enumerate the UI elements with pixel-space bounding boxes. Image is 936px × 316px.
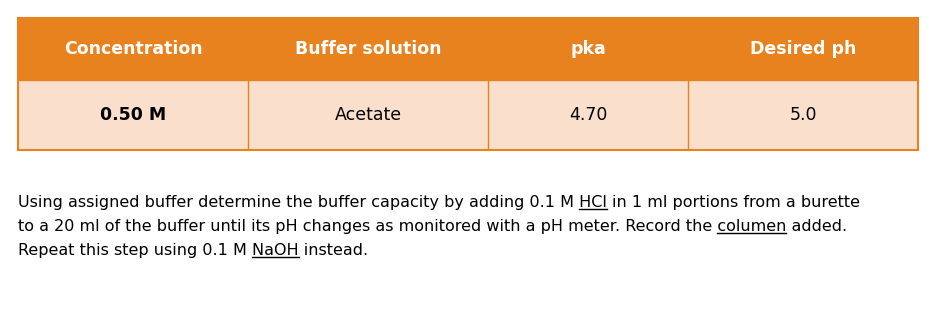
- Text: Buffer solution: Buffer solution: [295, 40, 441, 58]
- Text: 0.50 M: 0.50 M: [100, 106, 166, 124]
- Text: Acetate: Acetate: [334, 106, 402, 124]
- Text: to a 20 ml of the buffer until its pH changes as monitored with a pH meter. Reco: to a 20 ml of the buffer until its pH ch…: [18, 219, 847, 234]
- Text: Using assigned buffer determine the buffer capacity by adding 0.1 M HCl in 1 ml : Using assigned buffer determine the buff…: [18, 195, 860, 210]
- Text: Desired ph: Desired ph: [750, 40, 856, 58]
- Text: Repeat this step using 0.1 M NaOH instead.: Repeat this step using 0.1 M NaOH instea…: [18, 243, 368, 258]
- Bar: [18, 80, 918, 150]
- Text: Concentration: Concentration: [64, 40, 202, 58]
- Bar: [18, 18, 918, 150]
- Bar: [18, 18, 918, 80]
- Text: 5.0: 5.0: [789, 106, 817, 124]
- Text: pka: pka: [570, 40, 606, 58]
- Text: 4.70: 4.70: [569, 106, 607, 124]
